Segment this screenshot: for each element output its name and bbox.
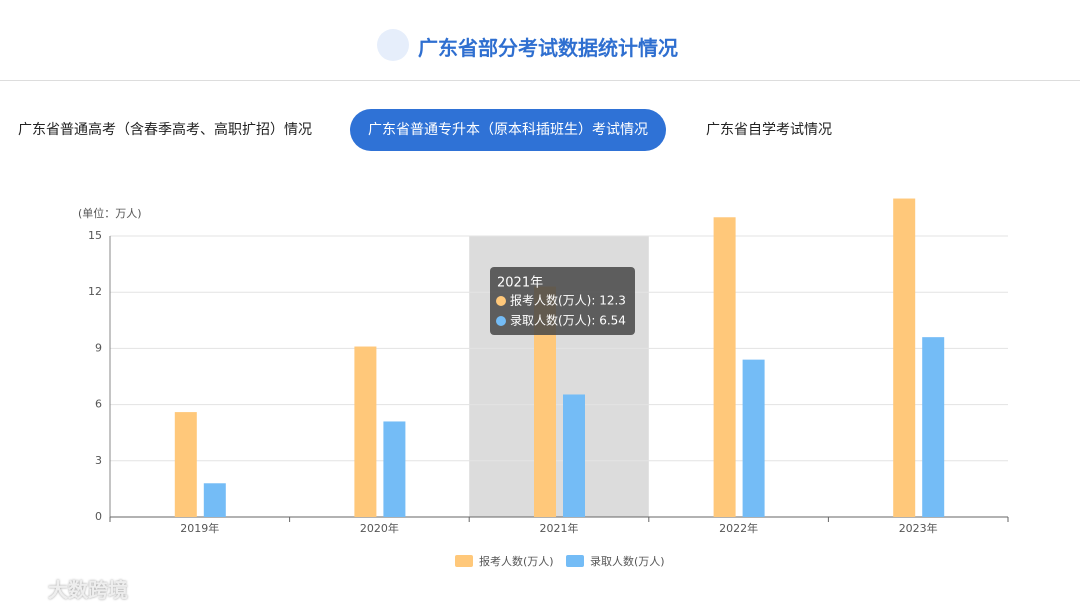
bar bbox=[383, 421, 406, 517]
tab-active[interactable]: 广东省普通专升本（原本科插班生）考试情况 bbox=[350, 109, 666, 151]
y-tick-label: 15 bbox=[88, 229, 102, 242]
tooltip-title: 2021年 bbox=[497, 276, 543, 291]
x-tick-label: 2021年 bbox=[540, 521, 579, 535]
bar bbox=[203, 483, 226, 517]
y-tick-label: 0 bbox=[95, 510, 102, 523]
tooltip-dot bbox=[496, 296, 506, 306]
page-title: 广东省部分考试数据统计情况 bbox=[418, 36, 678, 60]
header: 广东省部分考试数据统计情况 bbox=[0, 0, 1080, 81]
bar bbox=[534, 286, 556, 517]
tooltip-dot bbox=[496, 316, 506, 326]
y-tick-label: 9 bbox=[95, 341, 102, 354]
y-tick-label: 12 bbox=[88, 285, 102, 298]
x-tick-label: 2019年 bbox=[180, 521, 219, 535]
y-axis-label: (单位：万人) bbox=[78, 206, 142, 220]
bar bbox=[742, 359, 765, 517]
bar bbox=[922, 337, 945, 517]
watermark: 大数跨境 bbox=[48, 578, 128, 602]
bar bbox=[893, 198, 916, 518]
x-tick-label: 2020年 bbox=[360, 521, 399, 535]
header-icon bbox=[377, 29, 409, 61]
legend-label: 录取人数(万人) bbox=[590, 555, 665, 568]
bar bbox=[174, 412, 197, 517]
tab[interactable]: 广东省自学考试情况 bbox=[706, 122, 832, 138]
legend-swatch bbox=[566, 555, 584, 567]
tooltip bbox=[490, 267, 635, 335]
legend-swatch bbox=[455, 555, 473, 567]
x-tick-label: 2023年 bbox=[899, 521, 938, 535]
y-tick-label: 3 bbox=[95, 454, 102, 467]
y-tick-label: 6 bbox=[95, 398, 102, 411]
legend-label: 报考人数(万人) bbox=[479, 554, 554, 568]
x-tick-label: 2022年 bbox=[719, 521, 758, 535]
tooltip-item: 录取人数(万人): 6.54 bbox=[510, 313, 626, 328]
bar bbox=[713, 217, 736, 517]
bar bbox=[563, 394, 585, 517]
tab[interactable]: 广东省普通高考（含春季高考、高职扩招）情况 bbox=[18, 122, 312, 138]
tooltip-item: 报考人数(万人): 12.3 bbox=[510, 293, 626, 308]
bar bbox=[354, 346, 377, 517]
